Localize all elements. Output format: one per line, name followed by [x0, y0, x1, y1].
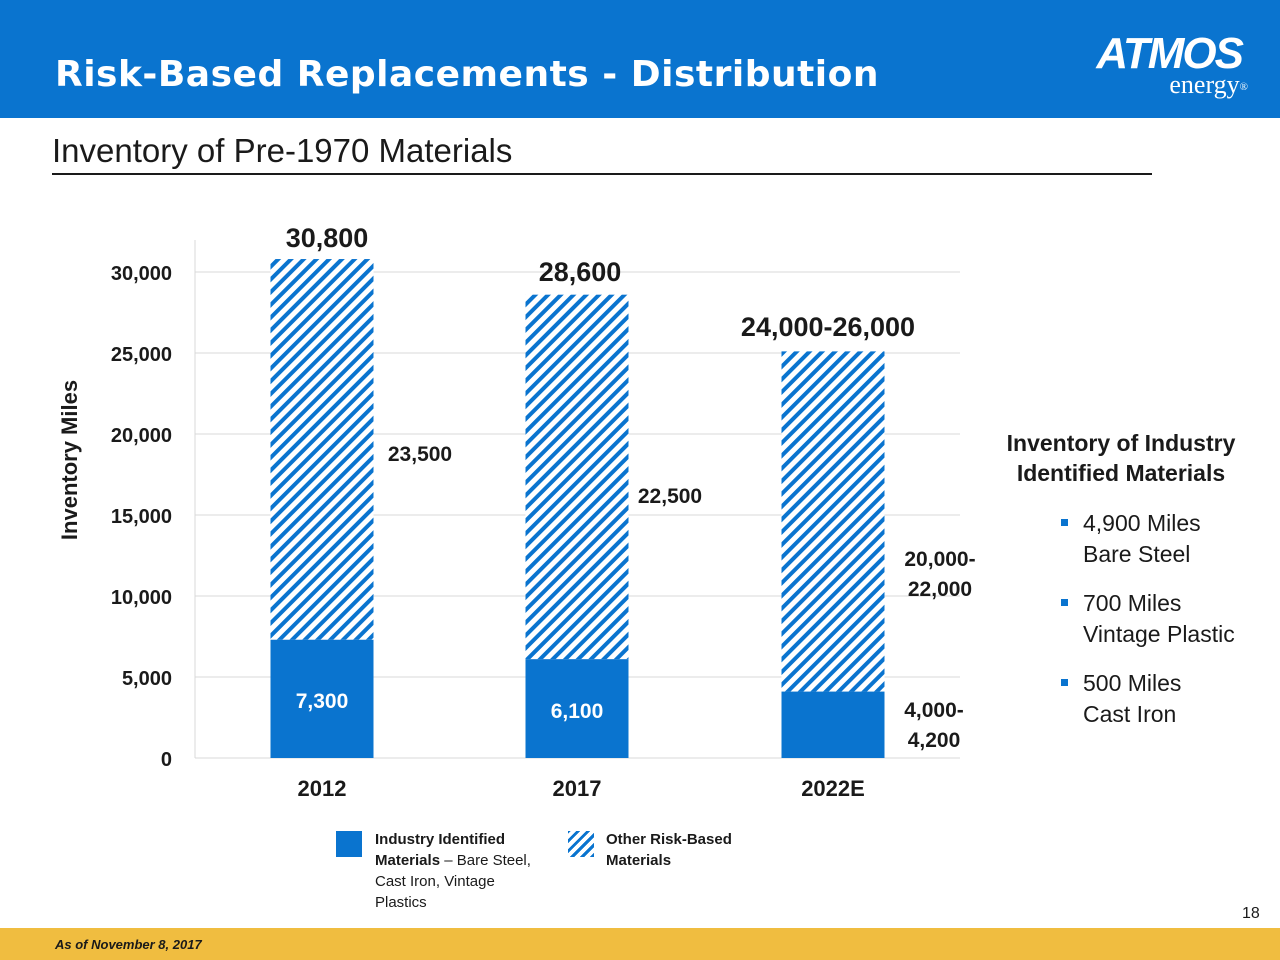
total-data-label: 30,800: [286, 223, 369, 253]
slide-subtitle: Inventory of Pre-1970 Materials: [52, 132, 513, 169]
list-item: 4,900 Miles Bare Steel: [1055, 508, 1275, 570]
legend-line: Plastics: [375, 894, 427, 911]
total-data-label: 24,000-26,000: [741, 312, 915, 342]
item-material: Bare Steel: [1083, 541, 1191, 567]
industry-materials-heading: Inventory of Industry Identified Materia…: [990, 428, 1252, 488]
legend-line: Cast Iron, Vintage: [375, 873, 495, 890]
legend-line: Materials: [606, 852, 672, 869]
item-miles: 4,900 Miles: [1083, 510, 1201, 536]
item-miles: 700 Miles: [1083, 590, 1182, 616]
y-tick-label: 0: [161, 749, 172, 771]
x-tick-label: 2022E: [801, 776, 865, 801]
heading-line-1: Inventory of Industry: [1006, 430, 1236, 456]
other-segment-label: 22,500: [638, 485, 702, 508]
bar-segment-industry: [270, 639, 374, 758]
list-item: 500 Miles Cast Iron: [1055, 668, 1275, 730]
industry-segment-label: 7,300: [296, 690, 349, 713]
logo-wordmark: ATMOS: [1096, 29, 1244, 78]
industry-segment-label: 6,100: [551, 700, 604, 723]
heading-line-2: Identified Materials: [1016, 460, 1226, 486]
legend-swatch-solid: [336, 831, 362, 857]
item-miles: 500 Miles: [1083, 670, 1182, 696]
bullet-icon: [1061, 599, 1068, 606]
legend-line: Materials – Bare Steel,: [375, 852, 531, 869]
y-tick-label: 30,000: [111, 263, 172, 285]
footer-note: As of November 8, 2017: [55, 937, 202, 952]
bar-segment-industry: [525, 659, 629, 758]
bullet-icon: [1061, 519, 1068, 526]
x-tick-label: 2017: [553, 776, 602, 801]
slide-title: Risk-Based Replacements - Distribution: [55, 54, 880, 95]
bar-segment-other: [270, 259, 374, 640]
subtitle-divider: [52, 173, 1152, 175]
legend-label-other: Other Risk-Based Materials: [606, 829, 776, 871]
legend-swatch-hatched: [568, 831, 594, 857]
other-segment-label: 22,000: [908, 578, 972, 601]
industry-segment-label: 4,000-: [904, 699, 964, 722]
bar-segment-other: [781, 351, 885, 692]
y-tick-label: 10,000: [111, 587, 172, 609]
y-tick-label: 20,000: [111, 425, 172, 447]
x-tick-label: 2012: [298, 776, 347, 801]
bar-segment-other: [525, 294, 629, 660]
total-data-label: 28,600: [539, 257, 622, 287]
logo-subtext: energy®: [1169, 70, 1248, 99]
legend-label-industry: Industry Identified Materials – Bare Ste…: [375, 829, 560, 913]
other-segment-label: 23,500: [388, 443, 452, 466]
page-number: 18: [1242, 905, 1260, 922]
other-segment-label: 20,000-: [904, 548, 975, 571]
y-tick-label: 15,000: [111, 506, 172, 528]
y-tick-label: 5,000: [122, 668, 172, 690]
industry-segment-label: 4,200: [908, 729, 961, 752]
industry-materials-list: 4,900 Miles Bare Steel 700 Miles Vintage P…: [1055, 508, 1275, 748]
footer-bar: [0, 928, 1280, 960]
y-tick-label: 25,000: [111, 344, 172, 366]
header-bar: Risk-Based Replacements - Distribution A…: [0, 0, 1280, 118]
atmos-energy-logo: ATMOS energy®: [1090, 30, 1250, 100]
bar-segment-industry: [781, 691, 885, 758]
list-item: 700 Miles Vintage Plastic: [1055, 588, 1275, 650]
bullet-icon: [1061, 679, 1068, 686]
legend-line: Industry Identified: [375, 831, 506, 848]
item-material: Cast Iron: [1083, 701, 1177, 727]
y-axis-title: Inventory Miles: [57, 380, 82, 540]
legend-line: Other Risk-Based: [606, 831, 732, 848]
item-material: Vintage Plastic: [1083, 621, 1235, 647]
